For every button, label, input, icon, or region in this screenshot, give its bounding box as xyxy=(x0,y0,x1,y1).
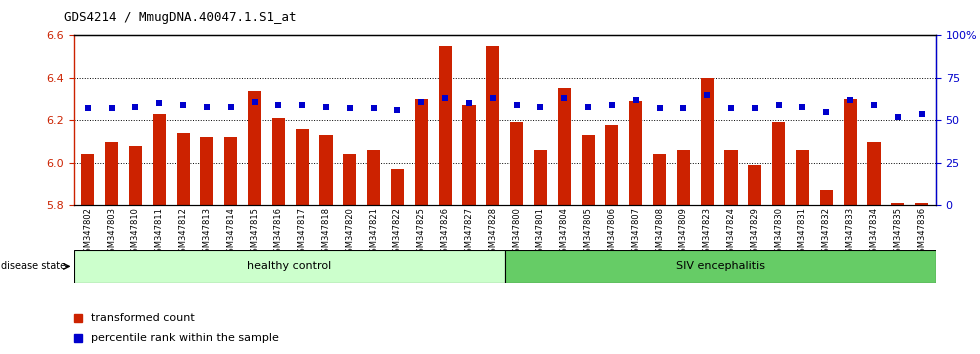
Text: SIV encephalitis: SIV encephalitis xyxy=(676,261,764,272)
Bar xyxy=(176,133,190,205)
Bar xyxy=(463,105,475,205)
Bar xyxy=(391,169,404,205)
Text: healthy control: healthy control xyxy=(247,261,331,272)
Bar xyxy=(701,78,713,205)
Bar xyxy=(319,135,332,205)
Bar xyxy=(415,99,428,205)
Text: GDS4214 / MmugDNA.40047.1.S1_at: GDS4214 / MmugDNA.40047.1.S1_at xyxy=(64,11,296,24)
Bar xyxy=(844,99,857,205)
Bar xyxy=(129,146,142,205)
Bar xyxy=(439,46,452,205)
Bar xyxy=(891,203,905,205)
Bar xyxy=(224,137,237,205)
Bar xyxy=(653,154,666,205)
Bar xyxy=(368,150,380,205)
Bar xyxy=(200,137,214,205)
Bar xyxy=(343,154,357,205)
Bar xyxy=(153,114,166,205)
Bar xyxy=(271,118,285,205)
Bar xyxy=(248,91,261,205)
Bar xyxy=(105,142,119,205)
Text: percentile rank within the sample: percentile rank within the sample xyxy=(90,333,278,343)
Text: disease state: disease state xyxy=(1,261,66,272)
Bar xyxy=(296,129,309,205)
Bar xyxy=(724,150,738,205)
Bar xyxy=(606,125,618,205)
Bar xyxy=(81,154,94,205)
Bar xyxy=(819,190,833,205)
Bar xyxy=(534,150,547,205)
Bar xyxy=(915,203,928,205)
Text: transformed count: transformed count xyxy=(90,313,194,323)
Bar xyxy=(749,165,761,205)
Bar xyxy=(772,122,785,205)
Bar xyxy=(510,122,523,205)
Bar xyxy=(629,101,642,205)
Bar xyxy=(558,88,570,205)
Bar xyxy=(796,150,809,205)
Bar xyxy=(74,250,505,283)
Bar xyxy=(677,150,690,205)
Bar xyxy=(505,250,936,283)
Bar xyxy=(867,142,880,205)
Bar xyxy=(486,46,500,205)
Bar xyxy=(581,135,595,205)
